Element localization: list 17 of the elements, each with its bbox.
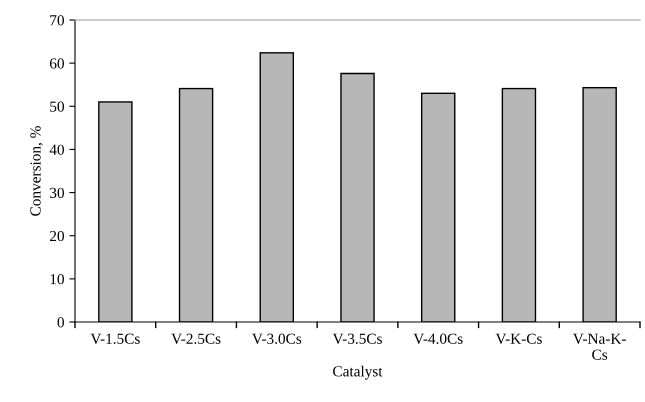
x-tick-label: V-3.5Cs bbox=[332, 334, 382, 344]
y-tick-label: 0 bbox=[58, 317, 64, 328]
x-tick-label: V-1.5Cs bbox=[90, 334, 140, 344]
y-tick-label: 10 bbox=[50, 274, 64, 284]
x-tick-label: V-Na-K- Cs bbox=[572, 334, 626, 360]
y-tick-label: 20 bbox=[50, 230, 64, 242]
y-tick-label: 30 bbox=[50, 188, 64, 198]
y-tick-label: 50 bbox=[50, 101, 64, 112]
y-tick-label: 70 bbox=[50, 15, 64, 26]
y-tick-label: 60 bbox=[50, 58, 64, 69]
x-tick-label: V-3.0Cs bbox=[252, 334, 302, 344]
x-tick-label: V-K-Cs bbox=[496, 334, 542, 344]
y-axis-title: Conversion, % bbox=[30, 126, 43, 216]
x-tick-label: V-2.5Cs bbox=[171, 334, 220, 344]
x-axis-title: Catalyst bbox=[333, 366, 382, 380]
y-tick-label: 40 bbox=[50, 144, 64, 155]
x-tick-label: V-4.0Cs bbox=[413, 334, 463, 344]
